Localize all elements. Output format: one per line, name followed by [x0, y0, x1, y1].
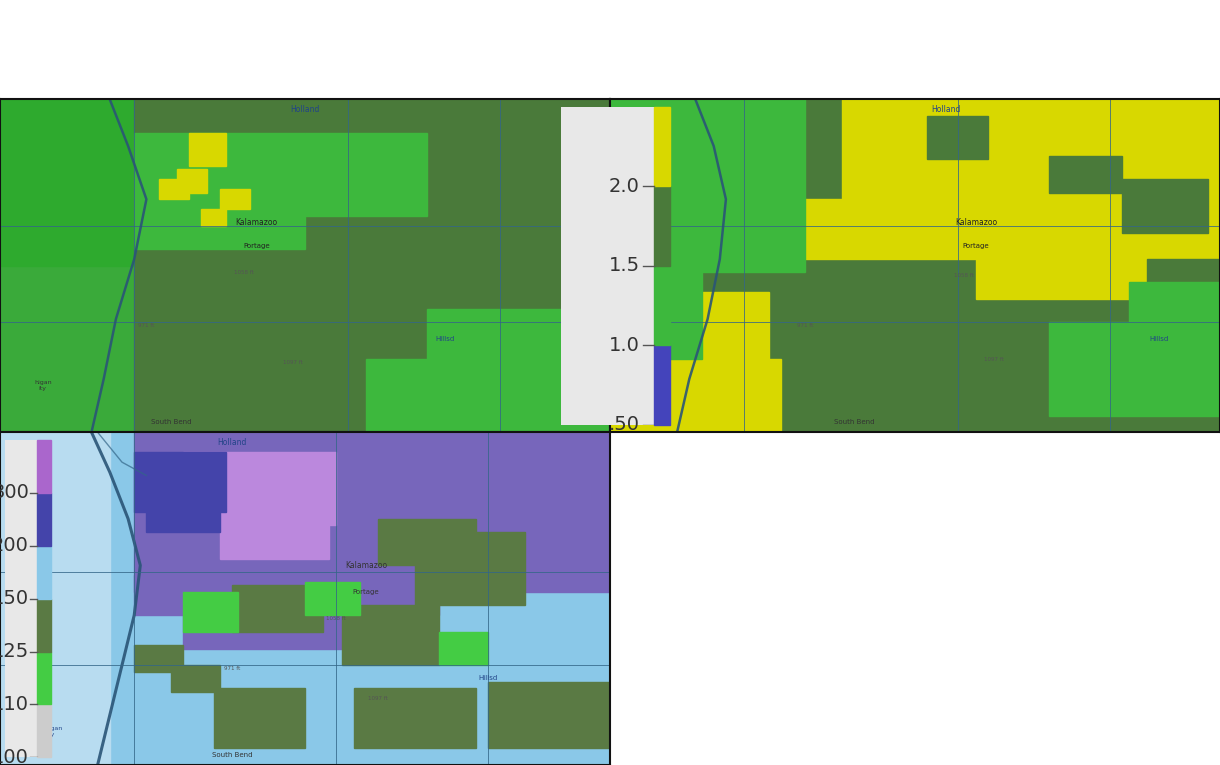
Bar [220, 512, 329, 558]
Text: South Bend: South Bend [833, 419, 875, 425]
Text: Michigan
City: Michigan City [638, 380, 667, 391]
Bar [415, 532, 525, 605]
Bar [654, 345, 671, 425]
Text: South Bend: South Bend [211, 752, 253, 758]
Text: 1.0: 1.0 [609, 336, 639, 355]
Bar [159, 179, 189, 200]
Text: Kalamazoo: Kalamazoo [235, 218, 277, 227]
Text: Hillsd: Hillsd [436, 336, 455, 342]
Text: Kalamazoo: Kalamazoo [955, 218, 997, 227]
Bar [0, 432, 110, 765]
Text: Hillsd: Hillsd [478, 675, 498, 682]
Text: 2.0: 2.0 [609, 177, 639, 196]
Bar [134, 432, 610, 592]
Bar [1147, 259, 1220, 299]
Text: 100: 100 [0, 748, 29, 765]
Bar [610, 359, 781, 432]
Bar [183, 452, 336, 526]
Text: 971 ft: 971 ft [223, 666, 240, 671]
Bar [38, 598, 51, 652]
Bar [134, 645, 183, 672]
Bar [0, 99, 171, 266]
Bar [654, 187, 671, 266]
Text: 1058 ft: 1058 ft [326, 616, 345, 621]
Bar [189, 133, 226, 166]
Text: 200: 200 [0, 536, 29, 555]
Bar [1128, 282, 1220, 322]
Text: 1097 ft: 1097 ft [368, 696, 388, 701]
Bar [1049, 322, 1220, 415]
Bar [976, 246, 1220, 299]
Text: .50: .50 [609, 415, 639, 434]
Bar [183, 598, 366, 649]
Text: 1058 ft: 1058 ft [954, 273, 974, 278]
Bar [134, 575, 439, 615]
Text: 150: 150 [0, 589, 29, 608]
Bar [146, 499, 220, 532]
Text: 110: 110 [0, 695, 29, 714]
Bar [201, 210, 226, 226]
Bar [171, 666, 220, 692]
Text: Portage: Portage [353, 589, 379, 595]
Bar [134, 133, 305, 249]
Bar [38, 705, 51, 757]
Text: Holland: Holland [931, 105, 960, 114]
Text: Kalamazoo: Kalamazoo [345, 561, 387, 570]
Bar [134, 99, 610, 432]
Bar [220, 189, 250, 210]
Bar [214, 688, 305, 748]
Text: 971 ft: 971 ft [138, 324, 155, 328]
Bar [38, 652, 51, 705]
Text: 125: 125 [0, 642, 29, 661]
Text: 300: 300 [0, 483, 29, 503]
Bar [342, 605, 439, 666]
Text: 1.5: 1.5 [609, 256, 639, 275]
Text: 1058 ft: 1058 ft [234, 270, 254, 275]
Text: 1097 ft: 1097 ft [985, 356, 1004, 362]
Bar [427, 309, 610, 359]
Bar [0, 99, 134, 432]
Text: Portage: Portage [243, 243, 270, 249]
Bar [654, 107, 671, 187]
Bar [659, 292, 769, 359]
Text: Holland: Holland [217, 438, 246, 447]
Text: Holland: Holland [290, 105, 320, 114]
Text: 1097 ft: 1097 ft [283, 360, 303, 365]
Text: higan
ity: higan ity [34, 380, 51, 391]
Bar [305, 582, 360, 615]
Text: Michigan
City: Michigan City [34, 726, 63, 737]
Bar [654, 266, 671, 345]
Bar [1122, 179, 1208, 233]
Bar [38, 545, 51, 598]
Bar [134, 452, 226, 512]
Bar [232, 585, 323, 632]
Bar [1049, 156, 1122, 193]
Bar [183, 592, 238, 632]
Bar [378, 519, 476, 565]
Bar [305, 133, 427, 216]
Bar [610, 99, 805, 272]
Bar [366, 359, 610, 432]
Text: 971 ft: 971 ft [797, 324, 814, 328]
Bar [439, 632, 488, 666]
Bar [177, 169, 207, 193]
Text: Hillsd: Hillsd [1149, 336, 1169, 342]
Bar [354, 688, 476, 748]
Bar [38, 493, 51, 545]
Bar [842, 99, 1220, 216]
Bar [805, 200, 1220, 259]
Bar [38, 440, 51, 493]
Bar [927, 116, 988, 159]
Text: South Bend: South Bend [150, 419, 192, 425]
Text: Portage: Portage [963, 243, 989, 249]
Bar [110, 432, 610, 765]
Bar [610, 266, 702, 359]
Bar [488, 682, 610, 748]
